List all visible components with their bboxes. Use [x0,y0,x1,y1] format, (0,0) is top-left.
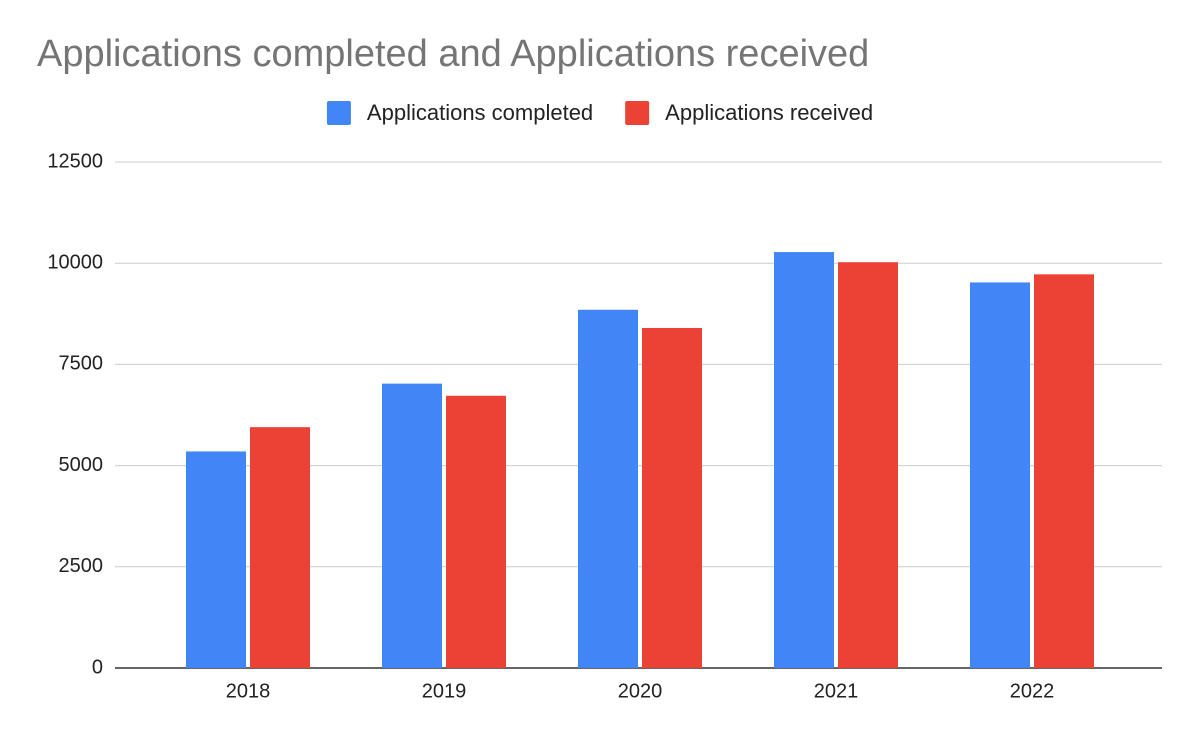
y-tick-label: 2500 [59,555,104,577]
y-tick-label: 5000 [59,454,104,476]
x-tick-label: 2018 [226,680,271,702]
bar [382,383,442,668]
legend-label: Applications completed [367,100,593,125]
bar [838,262,898,668]
y-tick-label: 7500 [59,353,104,375]
bar [774,252,834,668]
bar [578,309,638,668]
y-tick-label: 12500 [47,150,103,172]
bar [1034,274,1094,668]
x-tick-label: 2021 [814,680,859,702]
x-tick-label: 2019 [422,680,467,702]
y-tick-label: 10000 [47,251,103,273]
bar [186,451,246,668]
x-tick-label: 2022 [1010,680,1055,702]
bar [250,427,310,668]
x-tick-label: 2020 [618,680,663,702]
legend-label: Applications received [665,100,873,125]
legend-swatch [326,101,351,125]
bar [642,327,702,668]
chart-title: Applications completed and Applications … [37,33,869,75]
bar [970,282,1030,668]
bar [446,395,506,668]
y-tick-label: 0 [92,656,103,678]
legend-swatch [625,101,650,125]
